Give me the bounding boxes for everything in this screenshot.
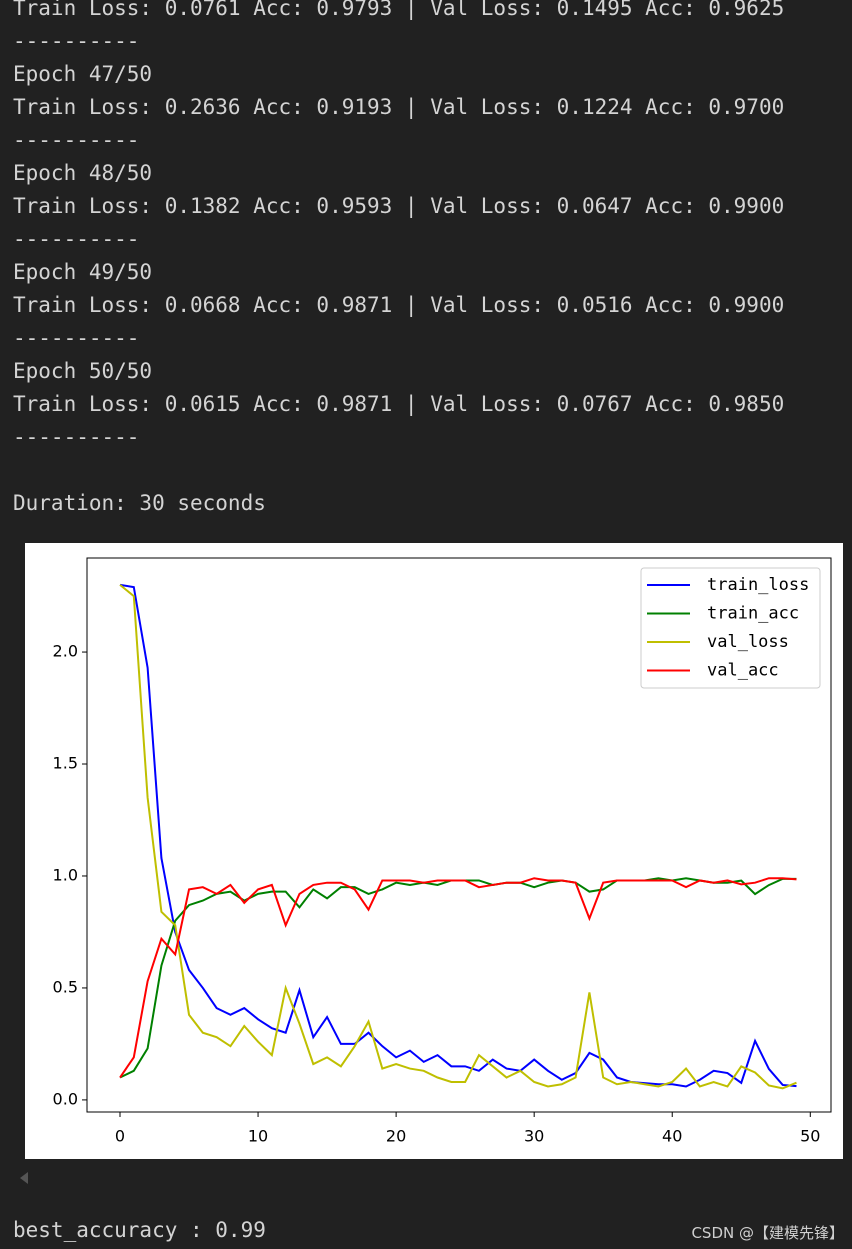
x-tick-label: 20 [386, 1127, 406, 1146]
output-text: best_accuracy : 0.99 [13, 1218, 266, 1242]
log-line: Train Loss: 0.0615 Acc: 0.9871 | Val Los… [13, 391, 785, 416]
log-line: Epoch 50/50 [13, 358, 153, 383]
log-line: Epoch 47/50 [13, 61, 153, 86]
legend-box [640, 567, 821, 689]
x-tick-label: 50 [800, 1127, 820, 1146]
plot-frame [86, 557, 832, 1113]
log-line: Train Loss: 0.0668 Acc: 0.9871 | Val Los… [13, 292, 785, 317]
chart: 0.0 0.5 1.0 1.5 2.0 0 10 20 30 40 50 train_losstrai… [53, 557, 832, 1146]
y-tick-label: 1.5 [53, 754, 78, 773]
legend-label: train_acc [707, 604, 799, 624]
scroll-arrow[interactable] [15, 1168, 35, 1188]
watermark: CSDN @【建模先锋】 [691, 1224, 844, 1242]
log-line: ---------- [13, 424, 140, 449]
y-tick-label: 0.5 [53, 977, 78, 996]
x-tick-label: 40 [662, 1127, 682, 1146]
line-series [119, 583, 797, 1088]
duration: Duration: 30 seconds [13, 490, 266, 515]
log-line: ---------- [13, 226, 140, 251]
x-tick-label: 10 [248, 1127, 268, 1146]
log-line: Train Loss: 0.1382 Acc: 0.9593 | Val Los… [13, 193, 785, 218]
log-line: Train Loss: 0.0761 Acc: 0.9793 | Val Los… [13, 0, 785, 20]
y-tick-label: 2.0 [53, 642, 78, 661]
log-line: Epoch 49/50 [13, 259, 153, 284]
x-tick-label: 0 [115, 1127, 125, 1146]
log-line: Train Loss: 0.2636 Acc: 0.9193 | Val Los… [13, 94, 785, 119]
line-series [119, 584, 797, 1090]
line-series [119, 877, 797, 1079]
legend-label: train_loss [707, 575, 809, 595]
log-line: ---------- [13, 127, 140, 152]
legend-label: val_loss [707, 632, 789, 652]
log-line: ---------- [13, 325, 140, 350]
log-line: Epoch 48/50 [13, 160, 153, 185]
y-tick-label: 1.0 [53, 865, 78, 884]
y-tick-label: 0.0 [53, 1089, 78, 1108]
x-tick-label: 30 [524, 1127, 544, 1146]
line-series [119, 877, 797, 1079]
log-line: ---------- [13, 28, 140, 53]
legend-label: val_acc [707, 661, 779, 681]
